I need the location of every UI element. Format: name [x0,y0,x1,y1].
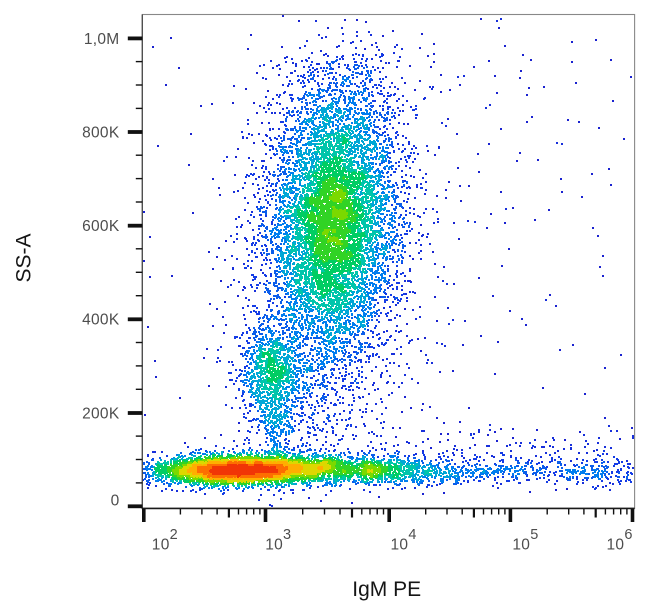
svg-text:1,0M: 1,0M [84,31,120,48]
svg-text:600K: 600K [82,218,120,235]
svg-text:800K: 800K [82,124,120,141]
svg-text:200K: 200K [82,405,120,422]
svg-text:0: 0 [111,492,120,509]
svg-text:IgM PE: IgM PE [352,578,421,601]
svg-text:400K: 400K [82,312,120,329]
svg-text:SS-A: SS-A [13,233,36,282]
